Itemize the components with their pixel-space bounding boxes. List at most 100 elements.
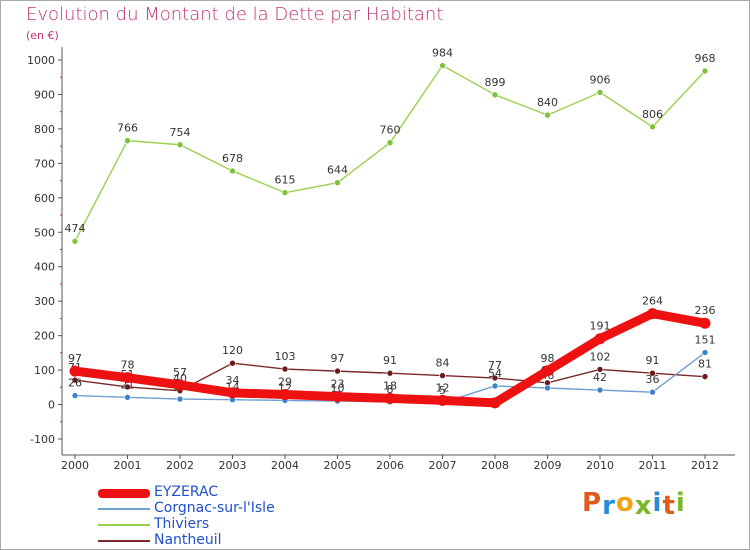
x-tick-label: 2000 bbox=[61, 459, 89, 472]
data-label: 91 bbox=[646, 354, 660, 367]
legend-swatch bbox=[98, 488, 150, 498]
data-point bbox=[491, 91, 499, 99]
y-tick-label: 400 bbox=[34, 261, 55, 274]
data-point bbox=[124, 137, 131, 144]
data-point bbox=[279, 389, 291, 401]
data-point bbox=[69, 365, 81, 377]
data-label: 98 bbox=[541, 352, 555, 365]
data-label: 8 bbox=[387, 383, 394, 396]
data-point bbox=[491, 374, 499, 382]
data-label: 78 bbox=[121, 359, 135, 372]
data-label: 34 bbox=[226, 374, 240, 387]
data-point bbox=[227, 387, 238, 399]
x-tick-label: 2005 bbox=[324, 459, 352, 472]
logo-letter: i bbox=[652, 488, 663, 518]
legend-swatch bbox=[98, 524, 150, 526]
data-label: 23 bbox=[331, 378, 345, 391]
data-label: 57 bbox=[173, 366, 187, 379]
data-point bbox=[437, 394, 448, 406]
data-label: 899 bbox=[485, 76, 506, 89]
data-label: 84 bbox=[436, 357, 450, 370]
y-tick-label: 800 bbox=[34, 123, 55, 136]
data-label: 766 bbox=[117, 122, 138, 135]
y-tick-label: -100 bbox=[30, 433, 55, 446]
data-point bbox=[174, 379, 186, 391]
data-label: 264 bbox=[642, 295, 663, 308]
data-point bbox=[596, 366, 604, 373]
data-label: 968 bbox=[695, 52, 716, 65]
proxiti-logo: Proxiti bbox=[582, 488, 686, 521]
data-point bbox=[71, 237, 79, 245]
data-point bbox=[491, 382, 499, 390]
y-tick-label: 600 bbox=[34, 192, 55, 205]
x-tick-label: 2002 bbox=[166, 459, 194, 472]
legend-label: EYZERAC bbox=[154, 484, 219, 500]
data-point bbox=[542, 365, 553, 377]
x-tick-label: 2012 bbox=[691, 459, 719, 472]
data-label: 236 bbox=[695, 304, 716, 317]
data-point bbox=[594, 333, 606, 345]
y-tick-label: 0 bbox=[48, 399, 55, 412]
data-label: 191 bbox=[590, 320, 611, 333]
legend: EYZERAC Corgnac-sur-l'Isle Thiviers Nant… bbox=[98, 484, 358, 549]
y-tick-label: 200 bbox=[34, 330, 55, 343]
data-label: 103 bbox=[275, 350, 296, 363]
data-point bbox=[701, 67, 709, 75]
data-label: 26 bbox=[68, 377, 82, 390]
logo-letter: t bbox=[662, 491, 676, 521]
data-point bbox=[332, 391, 343, 403]
data-label: 29 bbox=[278, 376, 292, 389]
legend-item: EYZERAC bbox=[98, 484, 358, 501]
data-label: 474 bbox=[65, 222, 86, 235]
x-tick-label: 2001 bbox=[114, 459, 142, 472]
data-point bbox=[649, 123, 656, 131]
data-point bbox=[439, 372, 446, 379]
data-point bbox=[384, 392, 396, 404]
data-label: 97 bbox=[68, 352, 82, 365]
logo-letter: i bbox=[675, 488, 686, 518]
data-point bbox=[701, 373, 709, 380]
data-point bbox=[544, 384, 551, 392]
legend-item: Corgnac-sur-l'Isle bbox=[98, 500, 358, 517]
data-point bbox=[649, 388, 656, 396]
data-label: 806 bbox=[642, 108, 663, 121]
data-label: 102 bbox=[590, 350, 611, 363]
data-point bbox=[647, 308, 658, 320]
legend-label: Corgnac-sur-l'Isle bbox=[154, 500, 275, 516]
data-label: 906 bbox=[590, 73, 611, 86]
x-tick-label: 2004 bbox=[271, 459, 299, 472]
data-point bbox=[281, 365, 289, 373]
logo-letter: r bbox=[602, 491, 616, 521]
legend-item: Thiviers bbox=[98, 516, 358, 533]
legend-item: Nantheuil bbox=[98, 532, 358, 549]
data-point bbox=[701, 349, 709, 356]
data-point bbox=[229, 167, 236, 175]
data-label: 678 bbox=[222, 152, 243, 165]
data-point bbox=[124, 383, 131, 391]
data-label: 91 bbox=[383, 354, 397, 367]
logo-letter: P bbox=[582, 488, 603, 518]
x-tick-label: 2008 bbox=[481, 459, 509, 472]
data-label: 18 bbox=[383, 379, 397, 392]
data-label: 42 bbox=[593, 371, 607, 384]
chart-title: Evolution du Montant de la Dette par Hab… bbox=[26, 4, 444, 25]
y-tick-label: 1000 bbox=[27, 54, 55, 67]
legend-swatch bbox=[98, 540, 150, 542]
data-point bbox=[596, 386, 604, 394]
data-point bbox=[71, 376, 79, 384]
data-point bbox=[649, 369, 656, 377]
data-point bbox=[699, 317, 711, 329]
logo-letter: x bbox=[634, 491, 653, 521]
data-label: 984 bbox=[432, 47, 453, 60]
data-point bbox=[281, 189, 289, 196]
data-point bbox=[176, 395, 184, 403]
data-point bbox=[544, 111, 551, 119]
data-point bbox=[229, 359, 236, 367]
data-point bbox=[439, 62, 446, 69]
x-tick-label: 2003 bbox=[219, 459, 247, 472]
x-tick-label: 2010 bbox=[586, 459, 614, 472]
data-point bbox=[334, 179, 341, 186]
x-tick-label: 2009 bbox=[534, 459, 562, 472]
x-tick-label: 2006 bbox=[376, 459, 404, 472]
